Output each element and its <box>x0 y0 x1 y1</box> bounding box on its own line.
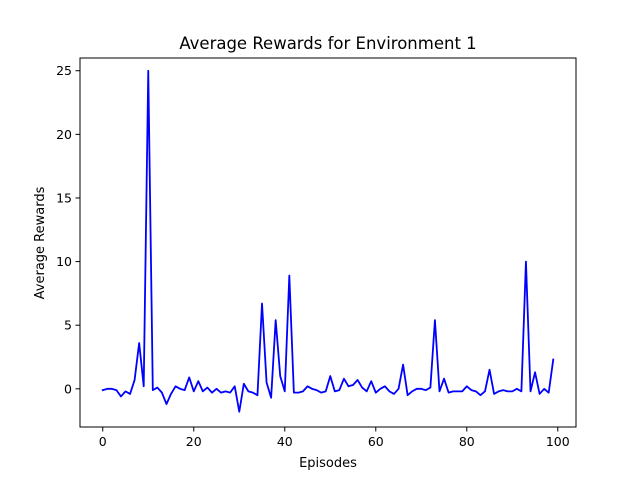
y-axis-label: Average Rewards <box>33 186 48 299</box>
y-tick-label: 0 <box>64 381 72 396</box>
x-tick-label: 20 <box>186 434 202 449</box>
y-tick-label: 10 <box>56 254 72 269</box>
series-line-0 <box>101 69 555 413</box>
y-tick-label: 15 <box>56 190 72 205</box>
x-tick-label: 0 <box>99 434 107 449</box>
x-tick-label: 100 <box>546 434 570 449</box>
x-tick-label: 80 <box>459 434 475 449</box>
plot-frame <box>79 57 577 428</box>
y-tick-label: 20 <box>56 127 72 142</box>
y-tick-label: 5 <box>64 318 72 333</box>
x-axis-label: Episodes <box>299 456 357 471</box>
x-tick-label: 60 <box>368 434 384 449</box>
x-tick-label: 40 <box>277 434 293 449</box>
y-tick-label: 25 <box>56 63 72 78</box>
chart-title: Average Rewards for Environment 1 <box>179 34 476 53</box>
plot-area: 0 20 40 60 80 100 0 5 10 15 20 25 <box>56 57 577 449</box>
